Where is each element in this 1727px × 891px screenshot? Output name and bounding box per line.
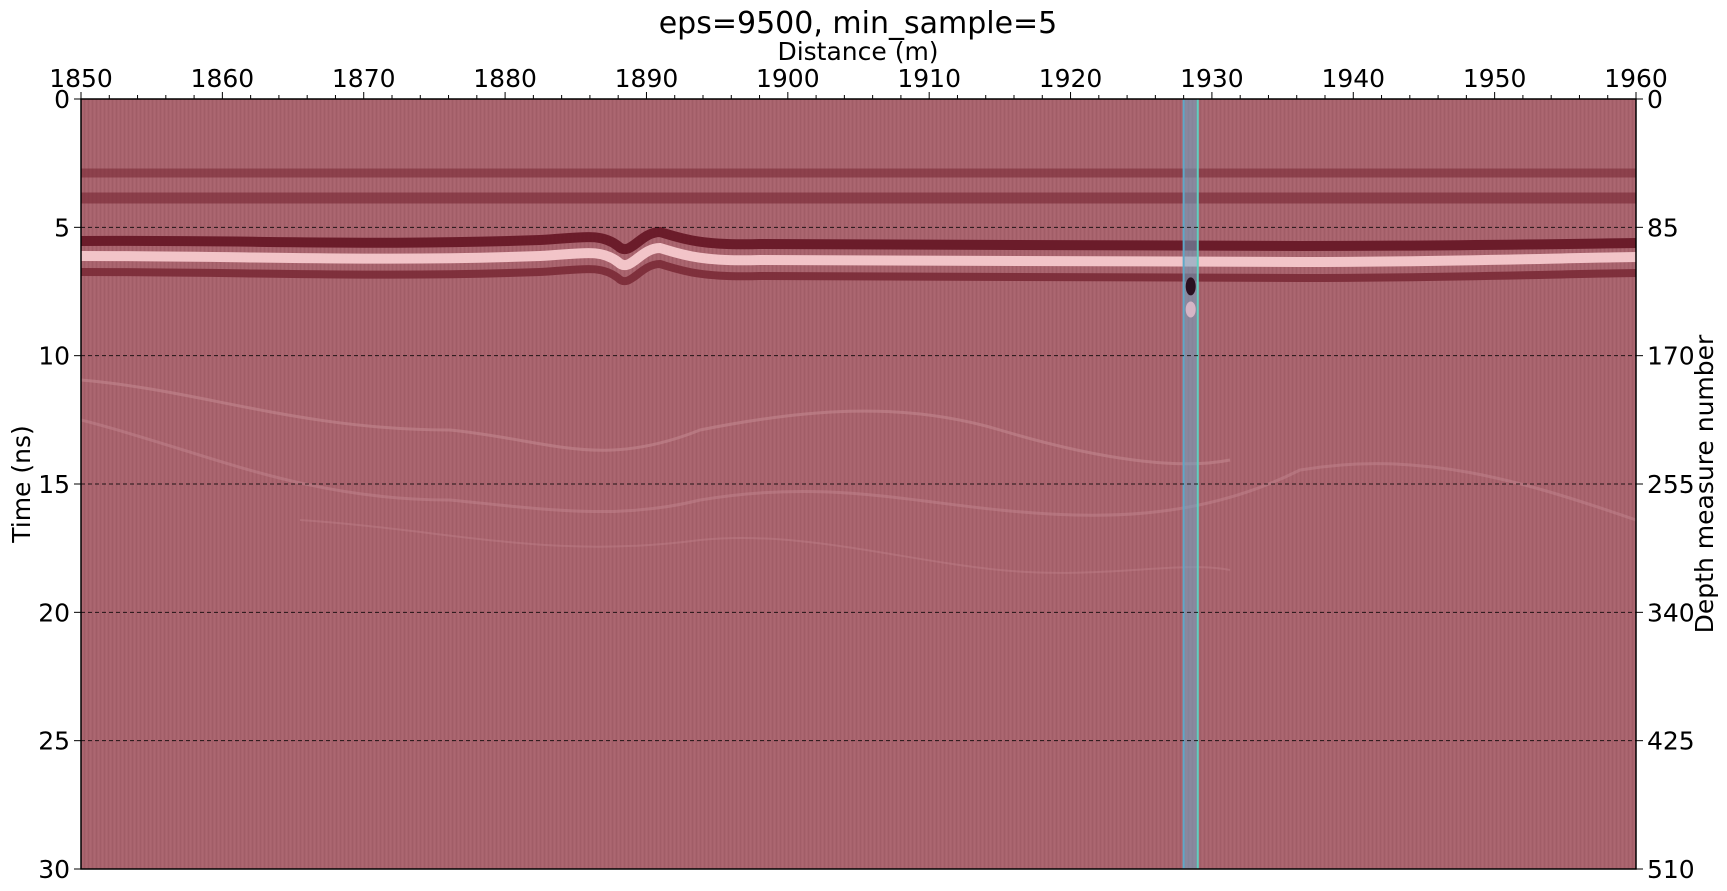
x-axis-title: Distance (m) [777, 37, 938, 66]
y2-tick-label: 255 [1647, 470, 1695, 499]
reflector-band [81, 242, 1636, 271]
faint-reflector [81, 418, 1636, 522]
y-axis-ticks: 0 5 10 15 20 25 30 [38, 85, 81, 884]
y-axis-title: Time (ns) [7, 425, 36, 544]
anomaly-spot [1185, 277, 1196, 296]
y2-tick-label: 510 [1647, 855, 1695, 884]
grid-lines [81, 226, 1636, 869]
x-tick-label: 1870 [332, 64, 396, 93]
faint-reflector [81, 378, 1231, 466]
y2-tick-label: 170 [1647, 342, 1695, 371]
x-tick-label: 1930 [1180, 64, 1244, 93]
y-tick-label: 0 [54, 85, 70, 114]
x-axis-ticks: 1850 1860 1870 1880 1890 1900 1910 1920 1930 1940… [49, 64, 1668, 99]
reflector-band [81, 259, 1636, 286]
x-tick-label: 1920 [1039, 64, 1103, 93]
plot-area [81, 99, 1636, 869]
x-tick-label: 1910 [897, 64, 961, 93]
x-tick-label: 1880 [473, 64, 537, 93]
y2-axis-title: Depth measure number [1690, 334, 1719, 633]
x-tick-label: 1900 [756, 64, 820, 93]
y-tick-label: 15 [38, 470, 70, 499]
y-tick-label: 25 [38, 727, 70, 756]
y2-tick-label: 425 [1647, 727, 1695, 756]
y2-tick-label: 0 [1647, 85, 1663, 114]
y-tick-label: 5 [54, 213, 70, 242]
y2-tick-label: 340 [1647, 598, 1695, 627]
x-tick-label: 1940 [1321, 64, 1385, 93]
anomaly-spot [1185, 301, 1196, 318]
x-tick-label: 1960 [1604, 64, 1668, 93]
reflector-band [81, 226, 1636, 255]
faint-reflector [299, 519, 1231, 574]
x-tick-label: 1890 [615, 64, 679, 93]
x-tick-label: 1850 [49, 64, 113, 93]
x-tick-label: 1860 [191, 64, 255, 93]
y-tick-label: 20 [38, 598, 70, 627]
y-tick-label: 30 [38, 855, 70, 884]
y-tick-label: 10 [38, 342, 70, 371]
y2-axis-ticks: 0 85 170 255 340 425 510 [1636, 85, 1695, 884]
chart-title: eps=9500, min_sample=5 [659, 6, 1058, 41]
x-tick-label: 1950 [1463, 64, 1527, 93]
y2-tick-label: 85 [1647, 213, 1679, 242]
